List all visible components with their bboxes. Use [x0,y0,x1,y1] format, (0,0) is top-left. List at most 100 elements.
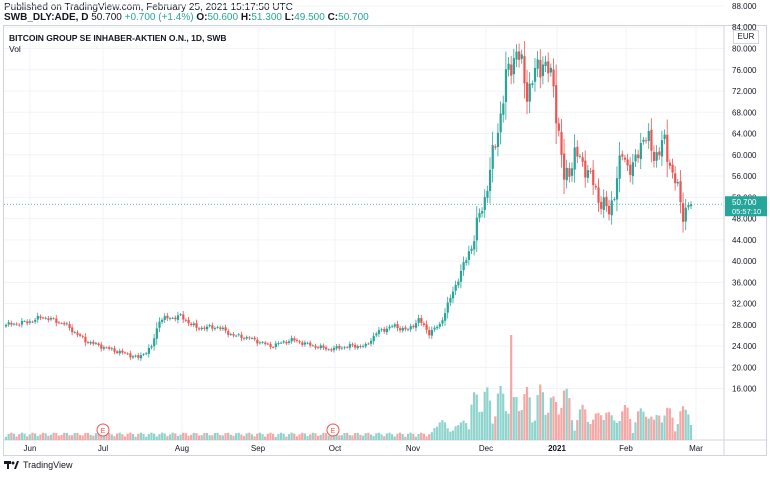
candle-body [44,317,47,319]
volume-bar [647,418,650,440]
volume-bar [44,433,47,440]
candle-body [330,349,333,351]
candle-body [507,63,510,70]
y-tick-label: 88.000 [732,2,757,11]
volume-bar [303,433,306,440]
low-value: 49.500 [294,12,325,23]
candle-body [613,199,616,200]
volume-bar [681,406,685,440]
candle-body [68,324,71,328]
y-tick-label: 76.000 [732,66,757,75]
volume-bar [359,434,362,440]
candle-body [642,139,645,142]
candle-body [243,338,246,340]
volume-bar [650,416,653,440]
candle-body [198,328,201,330]
candle-body [137,355,140,358]
candle-body [227,331,230,335]
volume-bar [494,416,497,440]
candle-body [49,318,53,320]
candle-body [274,343,277,347]
candle-body [295,339,299,341]
volume-bar [470,404,473,440]
candle-body [647,130,650,141]
candle-body [290,337,293,342]
candle-body [496,132,500,147]
candle-body [39,316,42,319]
volume-bar [76,432,79,440]
candle-body [272,346,275,348]
candle-body [84,336,87,343]
price-change: +0.700 (+1.4%) [124,12,194,23]
candle-body [155,328,158,339]
earnings-marker-circle [96,423,110,437]
candle-body [444,313,447,321]
volume-bar [676,424,679,440]
volume-bar [652,419,656,440]
volume-bar [478,411,481,440]
candle-body [100,344,103,349]
volume-bar [459,422,463,440]
volume-bar [544,414,547,440]
candle-body [541,64,545,77]
candle-body [206,326,209,330]
volume-bar [110,434,113,440]
volume-bar [375,433,378,440]
tradingview-brand: TradingView [23,460,73,470]
volume-bar [92,435,95,440]
volume-bar [285,436,288,440]
candle-body [409,326,412,330]
volume-bar [483,391,486,440]
volume-bar [68,435,71,440]
candle-body [600,201,603,209]
candles-group [5,41,693,361]
candle-body [269,344,272,347]
volume-bar [28,434,31,440]
candle-body [518,51,521,60]
volume-bar [229,434,232,440]
volume-bar [475,394,478,440]
volume-bar [287,434,291,440]
volume-bar [507,413,510,440]
x-tick-label: Mar [689,444,703,453]
candle-body [658,151,661,156]
volume-bar [684,409,687,440]
volume-bar [621,411,624,440]
volume-bar [234,433,238,440]
volume-bar [242,436,246,440]
volume-bar [361,435,365,440]
candle-body [113,348,116,352]
candle-body [18,324,21,326]
volume-bar [176,435,180,440]
candle-body [510,64,513,76]
y-tick-label: 28.000 [732,321,757,330]
volume-bar [655,415,658,440]
candle-body [168,318,172,320]
candle-body [618,155,621,179]
candle-body [372,335,375,342]
candle-body [60,323,63,325]
earnings-marker-circle [326,423,340,437]
candle-body [158,321,161,328]
volume-bar [266,433,269,440]
y-tick-label: 16.000 [732,385,757,394]
volume-bar [520,410,523,440]
candle-body [467,251,471,260]
volume-bar [383,436,386,440]
tradingview-footer[interactable]: TradingView [4,460,73,470]
volume-bar [436,426,439,440]
currency-selector[interactable]: EUR [733,30,759,44]
volume-bar [240,434,243,440]
candle-body [401,328,404,331]
high-value: 51.300 [251,12,282,23]
y-tick-label: 32.000 [732,300,757,309]
volume-bar [145,436,148,440]
volume-bar [610,415,613,440]
volume-bar [168,434,172,440]
volume-bar [491,423,494,440]
volume-bar [417,434,420,440]
candle-body [584,160,587,178]
volume-bar [237,432,240,440]
candle-body [608,205,611,215]
